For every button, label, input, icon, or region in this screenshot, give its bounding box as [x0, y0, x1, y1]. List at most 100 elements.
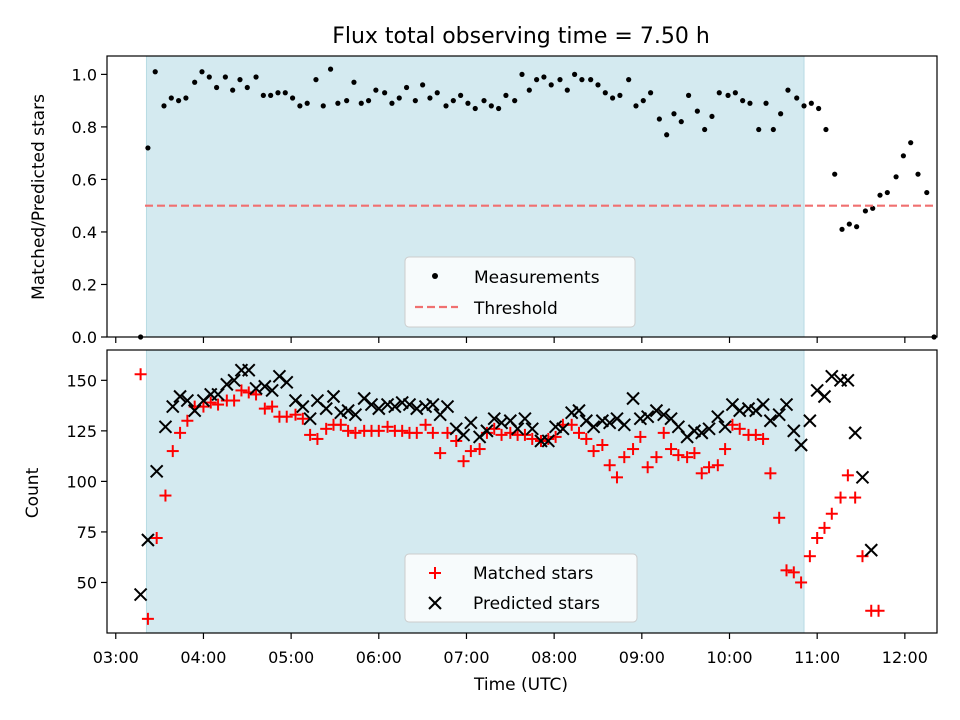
- predicted-star-point: [702, 422, 716, 436]
- measurement-point: [253, 74, 259, 80]
- x-tick-label: 06:00: [356, 648, 402, 667]
- matched-star-point: [795, 576, 808, 589]
- predicted-star-point: [640, 410, 655, 424]
- measurement-point: [213, 84, 220, 91]
- measurement-point: [747, 100, 753, 106]
- predicted-star-point: [487, 412, 501, 426]
- matched-star-point: [495, 428, 508, 441]
- measurement-point: [268, 92, 274, 98]
- predicted-star-point: [388, 399, 402, 414]
- measurement-point: [839, 226, 845, 232]
- measurement-point: [664, 132, 670, 138]
- measurement-point: [823, 126, 829, 133]
- bottom-y-tick-label: 125: [66, 422, 97, 441]
- x-tick-label: 07:00: [443, 648, 489, 667]
- measurement-point: [609, 95, 616, 101]
- measurement-point: [382, 90, 388, 96]
- legend-matched-marker: [429, 567, 441, 579]
- predicted-star-point: [794, 438, 808, 452]
- matched-star-point: [280, 410, 293, 423]
- matched-star-point: [250, 388, 263, 401]
- matched-star-point: [681, 451, 694, 464]
- matched-star-point: [212, 398, 225, 411]
- predicted-star-point: [602, 416, 617, 430]
- measurement-point: [678, 119, 684, 125]
- measurement-point: [740, 98, 746, 104]
- x-tick-label: 08:00: [531, 648, 577, 667]
- measurement-point: [275, 90, 281, 96]
- x-tick-label: 09:00: [619, 648, 665, 667]
- measurement-point: [785, 87, 791, 93]
- x-tick-label: 03:00: [93, 648, 139, 667]
- measurement-point: [794, 95, 800, 101]
- measurement-point: [512, 98, 518, 104]
- measurement-point: [320, 103, 326, 109]
- legend-measurements-label: Measurements: [474, 268, 600, 288]
- top-y-axis-label: Matched/Predicted stars: [29, 94, 49, 300]
- bottom-y-axis-label: Count: [23, 467, 43, 518]
- matched-star-point: [780, 564, 793, 577]
- measurement-point: [192, 79, 198, 85]
- matched-star-point: [603, 459, 616, 472]
- predicted-star-point: [341, 403, 355, 418]
- top-y-tick-label: 0.2: [72, 275, 97, 294]
- measurement-point: [519, 71, 525, 77]
- predicted-star-point: [296, 399, 310, 414]
- predicted-star-point: [280, 375, 294, 390]
- matched-star-point: [811, 531, 824, 544]
- measurement-point: [206, 74, 212, 80]
- predicted-star-point: [787, 424, 801, 438]
- measurement-point: [373, 87, 379, 93]
- predicted-star-point: [817, 389, 832, 404]
- matched-star-point: [787, 566, 800, 579]
- predicted-star-point: [133, 587, 148, 602]
- measurement-point: [434, 90, 440, 96]
- measurement-point: [199, 69, 205, 75]
- predicted-star-point: [440, 399, 455, 414]
- measurement-point: [685, 92, 692, 98]
- measurement-point: [282, 90, 288, 96]
- measurement-point: [304, 100, 310, 106]
- predicted-star-point: [303, 412, 317, 426]
- matched-star-point: [258, 402, 271, 415]
- measurement-point: [832, 171, 838, 177]
- measurement-point: [427, 95, 433, 101]
- measurement-point: [472, 105, 478, 112]
- measurement-point: [633, 103, 639, 109]
- measurement-point: [915, 171, 921, 177]
- predicted-star-point: [556, 422, 570, 436]
- predicted-star-point: [173, 389, 187, 404]
- matched-star-point: [134, 368, 147, 381]
- matched-star-point: [587, 445, 600, 458]
- top-y-tick-label: 1.0: [72, 65, 97, 84]
- top-legend: Measurements Threshold: [404, 256, 636, 328]
- measurement-point: [702, 126, 708, 133]
- matched-star-point: [320, 422, 333, 435]
- matched-star-point: [235, 384, 248, 397]
- top-panel: 0.0 0.2 0.4 0.6 0.8 1.0 Matched/Predicted sta…: [29, 55, 938, 347]
- bottom-y-tick-label: 150: [66, 371, 97, 390]
- predicted-star-point: [756, 397, 770, 412]
- matched-star-point: [464, 445, 477, 458]
- matched-star-point: [572, 426, 585, 439]
- measurement-point: [541, 74, 547, 80]
- top-plot-frame: [106, 55, 938, 338]
- measurement-point: [763, 100, 769, 106]
- measurement-point: [458, 92, 464, 98]
- matched-star-point: [457, 455, 470, 468]
- measurement-point: [816, 105, 822, 112]
- predicted-star-point: [166, 399, 180, 414]
- predicted-star-point: [695, 426, 709, 440]
- measurement-point: [161, 103, 167, 109]
- predicted-star-point: [258, 379, 272, 394]
- predicted-star-point: [227, 373, 241, 388]
- bottom-y-tick-label: 50: [77, 573, 97, 592]
- matched-star-point: [349, 426, 362, 439]
- measurement-point: [222, 74, 228, 80]
- predicted-star-point: [141, 533, 155, 547]
- matched-star-point: [665, 443, 678, 456]
- predicted-star-point: [825, 369, 839, 383]
- matched-star-point: [825, 507, 838, 520]
- matched-star-point: [634, 430, 647, 443]
- measurement-point: [365, 98, 372, 104]
